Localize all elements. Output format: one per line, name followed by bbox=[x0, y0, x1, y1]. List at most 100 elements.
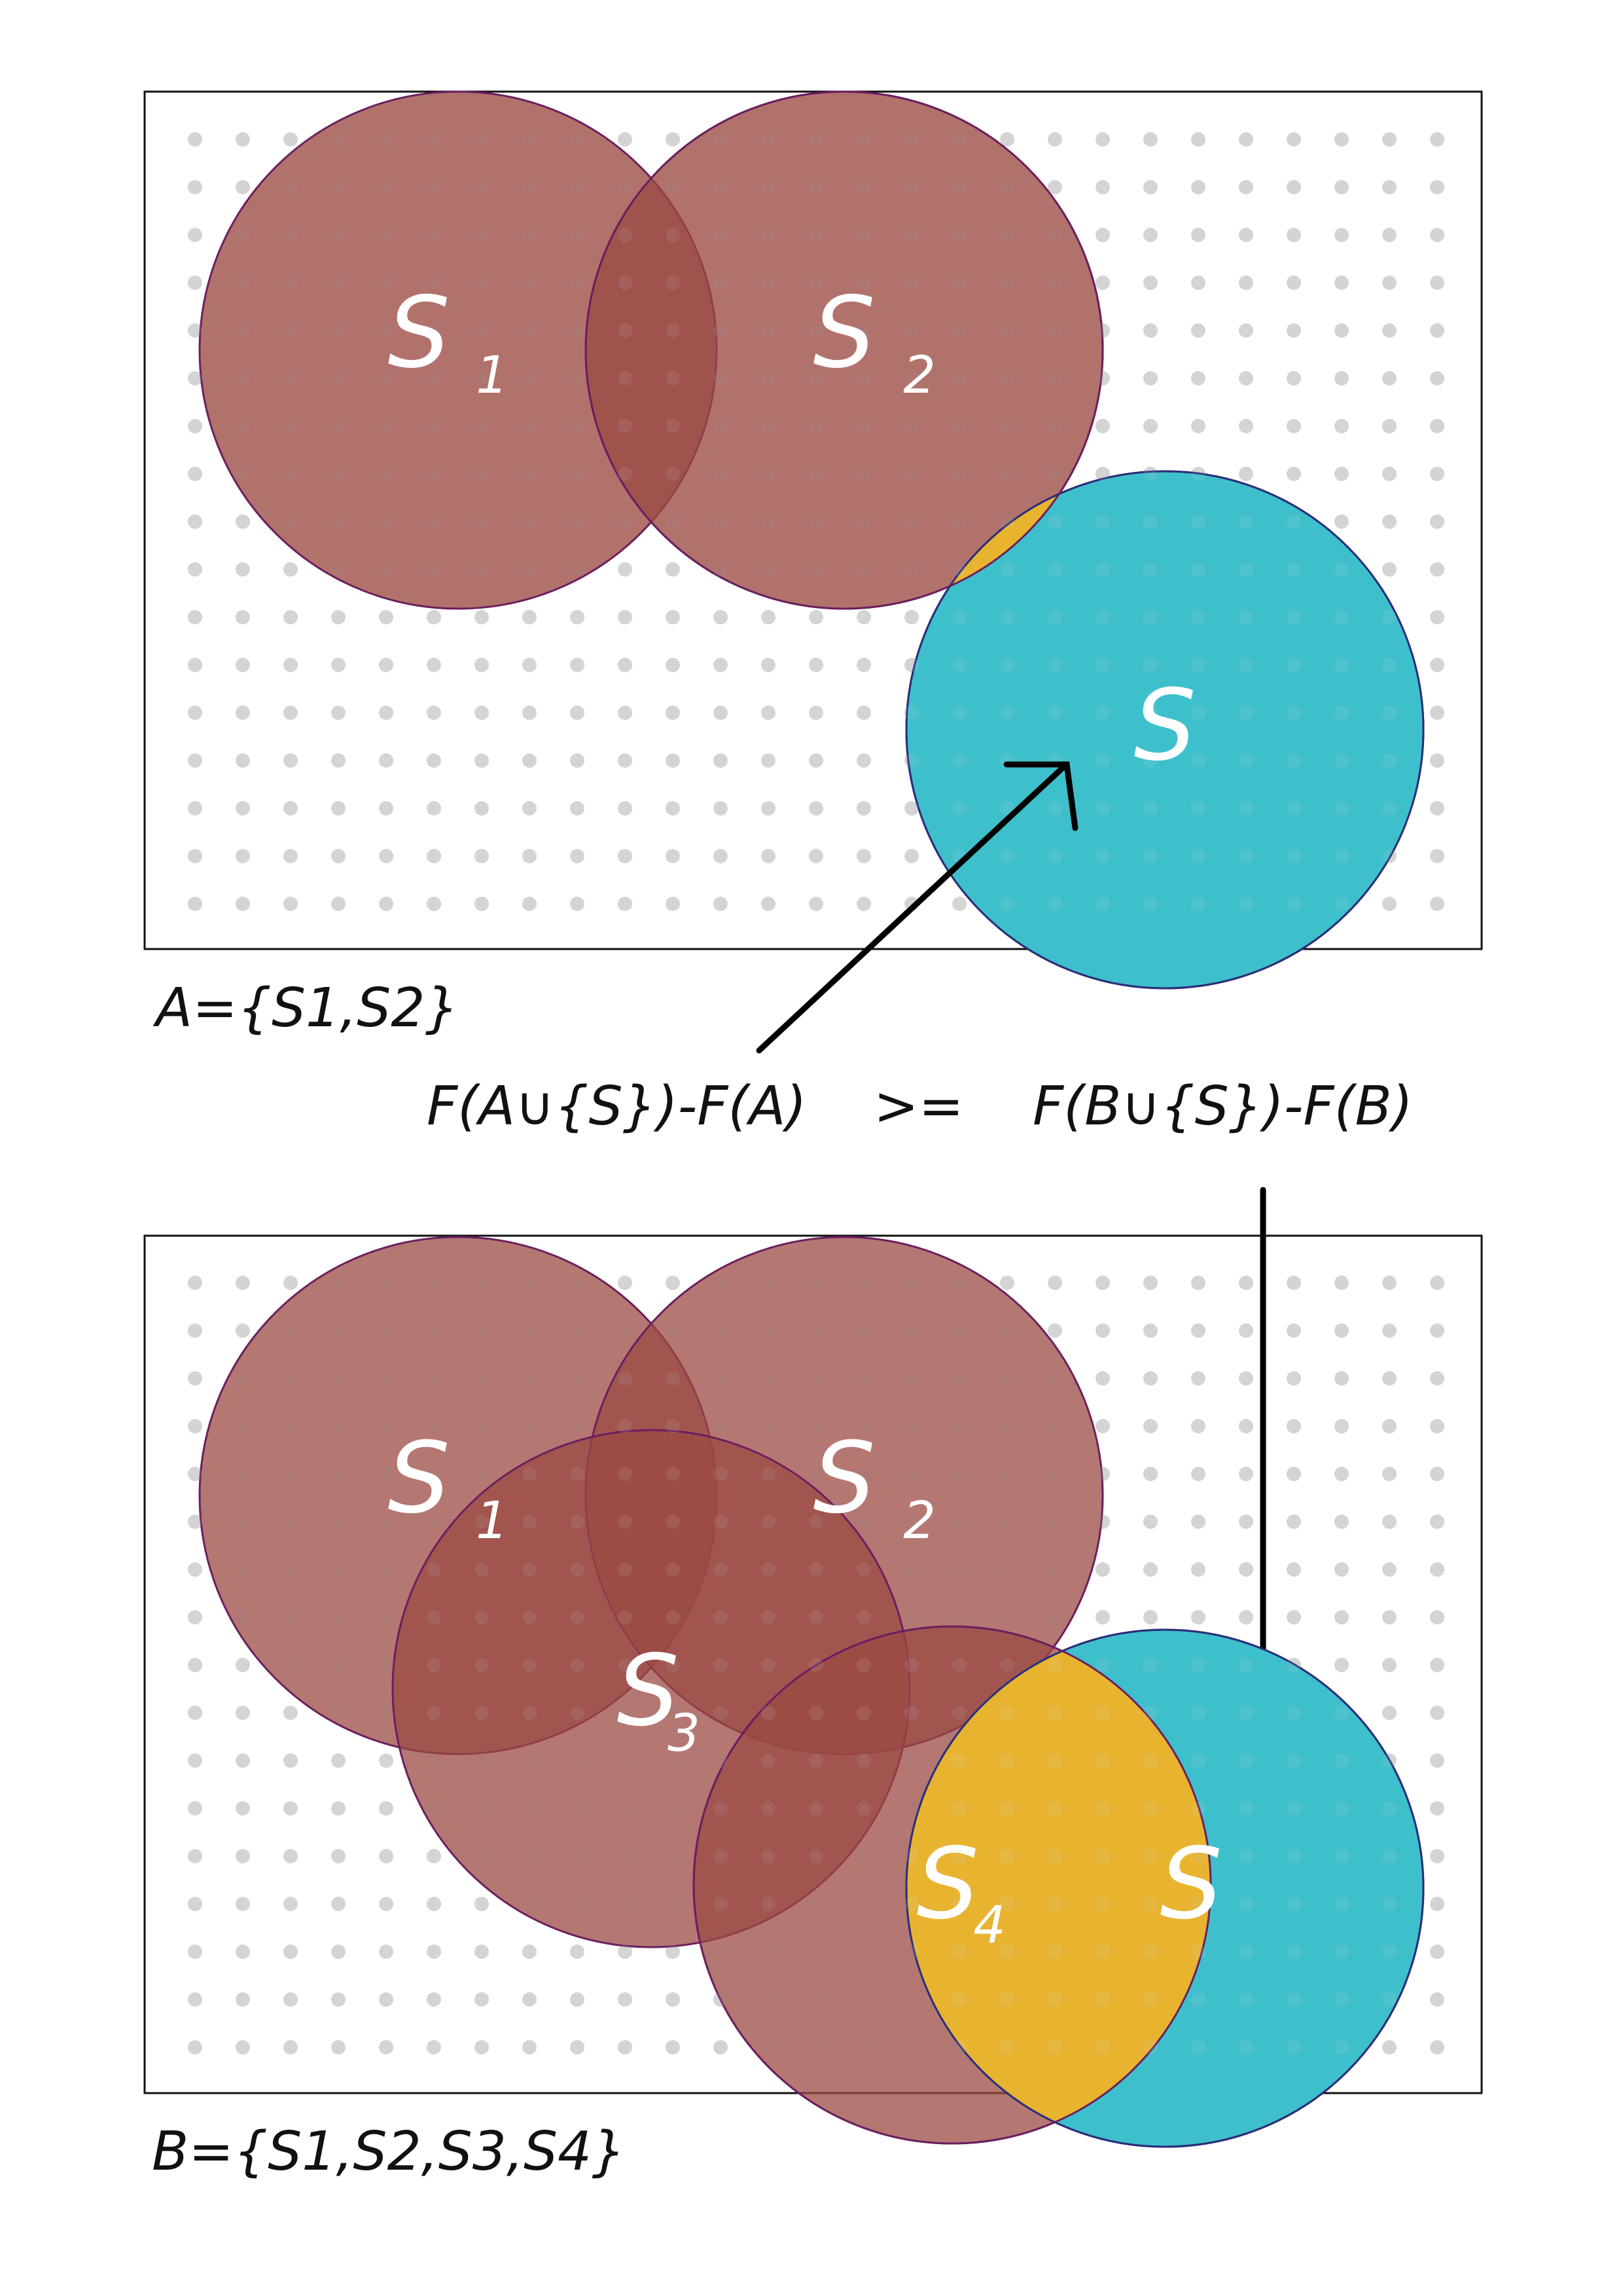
grid-dot bbox=[331, 706, 346, 720]
bottom-label-s4-subscript: 4 bbox=[973, 1896, 1006, 1955]
grid-dot bbox=[1239, 897, 1253, 911]
top-label-s1-subscript: 1 bbox=[476, 346, 508, 405]
grid-dot bbox=[188, 1945, 202, 1959]
grid-dot bbox=[1000, 1945, 1014, 1959]
grid-dot bbox=[331, 1801, 346, 1816]
grid-dot bbox=[1334, 467, 1349, 481]
grid-dot bbox=[427, 1897, 441, 1911]
grid-dot bbox=[713, 1849, 728, 1863]
grid-dot bbox=[809, 1467, 823, 1481]
grid-dot bbox=[236, 419, 250, 433]
grid-dot bbox=[1191, 1849, 1205, 1863]
grid-dot bbox=[1334, 610, 1349, 624]
grid-dot bbox=[1048, 1323, 1062, 1338]
grid-dot bbox=[1191, 467, 1205, 481]
grid-dot bbox=[474, 1276, 489, 1290]
grid-dot bbox=[1382, 228, 1397, 242]
grid-dot bbox=[522, 514, 537, 529]
grid-dot bbox=[1382, 1515, 1397, 1529]
grid-dot bbox=[236, 1849, 250, 1863]
grid-dot bbox=[713, 801, 728, 816]
grid-dot bbox=[1239, 276, 1253, 290]
grid-dot bbox=[188, 1706, 202, 1720]
grid-dot bbox=[188, 276, 202, 290]
grid-dot bbox=[1191, 1945, 1205, 1959]
grid-dot bbox=[188, 419, 202, 433]
grid-dot bbox=[427, 467, 441, 481]
grid-dot bbox=[809, 1562, 823, 1577]
grid-dot bbox=[522, 371, 537, 386]
grid-dot bbox=[1096, 1753, 1110, 1768]
grid-dot bbox=[522, 419, 537, 433]
grid-dot bbox=[1143, 1419, 1158, 1433]
grid-dot bbox=[1191, 1467, 1205, 1481]
grid-dot bbox=[1334, 323, 1349, 338]
grid-dot bbox=[952, 1562, 967, 1577]
grid-dot bbox=[1143, 1276, 1158, 1290]
grid-dot bbox=[1430, 276, 1444, 290]
grid-dot bbox=[1334, 228, 1349, 242]
grid-dot bbox=[283, 610, 298, 624]
grid-dot bbox=[952, 1371, 967, 1386]
grid-dot bbox=[331, 1276, 346, 1290]
grid-dot bbox=[1143, 1419, 1158, 1433]
grid-dot bbox=[1000, 1371, 1014, 1386]
grid-dot bbox=[570, 419, 584, 433]
grid-dot bbox=[1382, 1276, 1397, 1290]
grid-dot bbox=[666, 1610, 680, 1624]
grid-dot bbox=[1048, 371, 1062, 386]
grid-dot bbox=[1334, 276, 1349, 290]
grid-dot bbox=[522, 1992, 537, 2007]
grid-dot bbox=[1143, 1945, 1158, 1959]
grid-dot bbox=[331, 1801, 346, 1816]
grid-dot bbox=[1000, 849, 1014, 863]
grid-dot bbox=[761, 1515, 776, 1529]
grid-dot bbox=[761, 1419, 776, 1433]
grid-dot bbox=[522, 610, 537, 624]
grid-dot bbox=[1239, 1467, 1253, 1481]
grid-dot bbox=[331, 849, 346, 863]
grid-dot bbox=[331, 801, 346, 816]
grid-dot bbox=[474, 1610, 489, 1624]
grid-dot bbox=[427, 1562, 441, 1577]
grid-dot bbox=[188, 2040, 202, 2054]
grid-dot bbox=[1430, 1467, 1444, 1481]
grid-dot bbox=[809, 1323, 823, 1338]
grid-dot bbox=[1096, 1276, 1110, 1290]
grid-dot bbox=[1191, 1992, 1205, 2007]
grid-dot bbox=[1048, 1419, 1062, 1433]
grid-dot bbox=[809, 419, 823, 433]
grid-dot bbox=[904, 514, 919, 529]
grid-dot bbox=[570, 2040, 584, 2054]
grid-dot bbox=[331, 1897, 346, 1911]
grid-dot bbox=[283, 1419, 298, 1433]
grid-dot bbox=[1430, 610, 1444, 624]
grid-dot bbox=[236, 1992, 250, 2007]
grid-dot bbox=[952, 1419, 967, 1433]
grid-dot bbox=[236, 706, 250, 720]
grid-dot bbox=[713, 2040, 728, 2054]
grid-dot bbox=[713, 658, 728, 672]
grid-dot bbox=[427, 132, 441, 147]
grid-dot bbox=[713, 1658, 728, 1672]
grid-dot bbox=[379, 132, 393, 147]
grid-dot bbox=[713, 467, 728, 481]
grid-dot bbox=[904, 1515, 919, 1529]
grid-dot bbox=[1191, 1419, 1205, 1433]
grid-dot bbox=[570, 1801, 584, 1816]
grid-dot bbox=[236, 658, 250, 672]
grid-dot bbox=[857, 562, 871, 577]
grid-dot bbox=[283, 658, 298, 672]
grid-dot bbox=[474, 562, 489, 577]
grid-dot bbox=[1430, 180, 1444, 194]
grid-dot bbox=[236, 180, 250, 194]
grid-dot bbox=[427, 371, 441, 386]
grid-dot bbox=[331, 801, 346, 816]
grid-dot bbox=[236, 897, 250, 911]
grid-dot bbox=[1239, 610, 1253, 624]
grid-dot bbox=[618, 1276, 632, 1290]
grid-dot bbox=[904, 1610, 919, 1624]
grid-dot bbox=[570, 849, 584, 863]
arrow-top-head bbox=[1003, 761, 1079, 831]
grid-dot bbox=[1382, 1945, 1397, 1959]
